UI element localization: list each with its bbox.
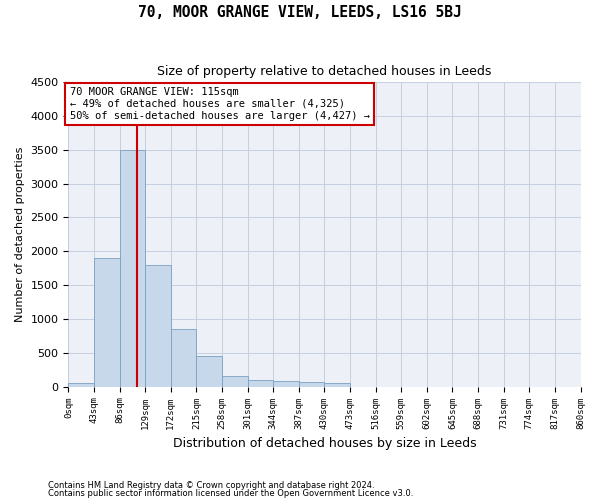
Y-axis label: Number of detached properties: Number of detached properties	[15, 146, 25, 322]
Bar	[94, 258, 119, 386]
Bar	[299, 382, 325, 386]
Bar	[325, 384, 350, 386]
Text: 70 MOOR GRANGE VIEW: 115sqm
← 49% of detached houses are smaller (4,325)
50% of : 70 MOOR GRANGE VIEW: 115sqm ← 49% of det…	[70, 88, 370, 120]
Text: Contains public sector information licensed under the Open Government Licence v3: Contains public sector information licen…	[48, 489, 413, 498]
Text: 70, MOOR GRANGE VIEW, LEEDS, LS16 5BJ: 70, MOOR GRANGE VIEW, LEEDS, LS16 5BJ	[138, 5, 462, 20]
Bar	[119, 150, 145, 386]
Text: Contains HM Land Registry data © Crown copyright and database right 2024.: Contains HM Land Registry data © Crown c…	[48, 480, 374, 490]
Bar	[171, 329, 196, 386]
Bar	[273, 382, 299, 386]
Bar	[145, 265, 171, 386]
Bar	[196, 356, 222, 386]
Bar	[222, 376, 248, 386]
Bar	[248, 380, 273, 386]
X-axis label: Distribution of detached houses by size in Leeds: Distribution of detached houses by size …	[173, 437, 476, 450]
Title: Size of property relative to detached houses in Leeds: Size of property relative to detached ho…	[157, 65, 491, 78]
Bar	[68, 384, 94, 386]
